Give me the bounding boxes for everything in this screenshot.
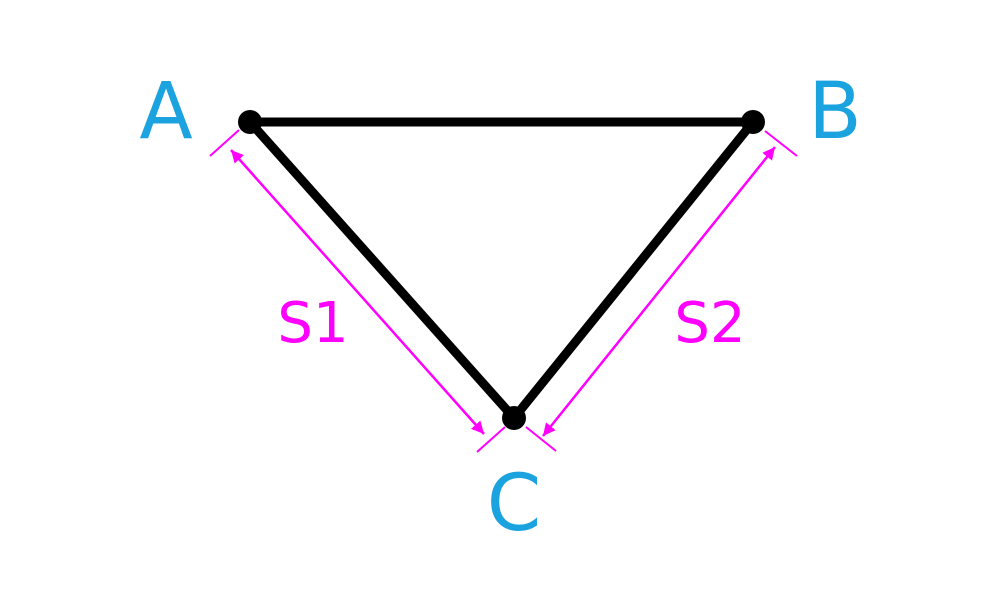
- vertex-c-dot: [502, 406, 526, 430]
- dimension-s1: [209, 129, 506, 453]
- vertex-a-dot: [238, 110, 262, 134]
- vertex-label-c: C: [487, 459, 541, 549]
- dimension-s1-extension-c: [476, 426, 506, 453]
- dimension-s1-extension-a: [209, 129, 240, 157]
- vertex-label-a: A: [139, 67, 192, 157]
- dimension-label-s2: S2: [674, 291, 745, 356]
- dimension-s2-extension-b: [764, 130, 798, 157]
- dimension-s1-line: [230, 149, 485, 435]
- dimension-s2: [525, 130, 798, 452]
- dimension-label-s1: S1: [277, 291, 348, 356]
- vertex-b-dot: [741, 110, 765, 134]
- vertex-label-b: B: [808, 67, 862, 157]
- edge-b-c: [509, 117, 758, 423]
- dimension-s2-line: [542, 146, 776, 437]
- edge-a-c: [245, 117, 519, 423]
- dimension-s2-extension-c: [525, 426, 557, 452]
